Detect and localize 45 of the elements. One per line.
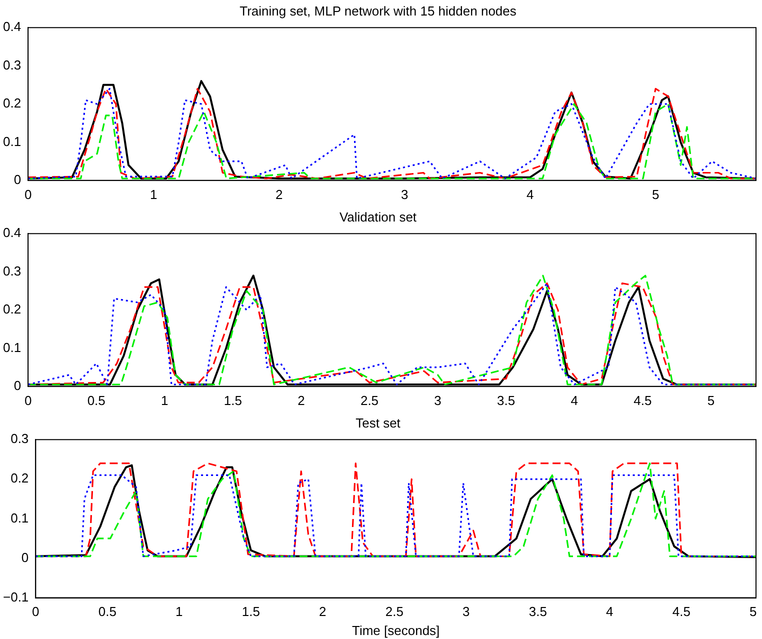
x-tick-label: 3 [434, 392, 442, 408]
y-tick-label: 0 [14, 172, 22, 187]
x-tick-label: 1.5 [224, 392, 242, 408]
x-tick-label: 4.5 [672, 604, 690, 620]
x-tick-label: 4 [606, 604, 614, 620]
x-axis-title: Time [seconds] [352, 622, 440, 638]
chart-title: Test set [356, 415, 401, 430]
x-tick-label: 0.5 [87, 392, 106, 408]
x-tick-label: 4 [526, 186, 534, 202]
y-tick-label: 0 [21, 550, 29, 565]
y-tick-label: 0.2 [2, 96, 22, 111]
x-tick-label: 2.5 [385, 604, 404, 620]
y-tick-label: 0.4 [2, 19, 22, 34]
y-tick-label: 0.4 [2, 225, 22, 240]
x-tick-label: 3.5 [528, 604, 547, 620]
y-tick-label: 0.3 [2, 57, 22, 72]
x-tick-label: 0 [32, 604, 40, 620]
x-tick-label: 4.5 [634, 392, 652, 408]
y-tick-label: 0.1 [10, 510, 29, 526]
x-tick-label: 0.5 [98, 604, 116, 620]
chart-title: Validation set [339, 209, 417, 224]
x-tick-label: 2 [319, 604, 326, 620]
y-tick-label: 0.3 [10, 431, 29, 446]
x-tick-label: 5 [750, 604, 757, 620]
x-tick-label: 2 [275, 186, 283, 202]
x-tick-label: 2 [298, 392, 305, 408]
x-tick-label: 5 [652, 186, 660, 202]
x-tick-label: 3.5 [497, 392, 516, 408]
y-tick-label: 0.2 [10, 470, 29, 486]
y-tick-label: −0.1 [2, 589, 29, 604]
y-tick-label: 0.1 [2, 340, 22, 355]
y-tick-label: 0.3 [2, 263, 22, 278]
x-tick-label: 2.5 [360, 392, 379, 408]
y-tick-label: 0.2 [2, 302, 22, 317]
x-tick-label: 1 [161, 392, 168, 408]
y-tick-label: 0 [14, 378, 22, 393]
x-tick-label: 1.5 [242, 604, 260, 620]
x-tick-label: 1 [150, 186, 158, 202]
x-tick-label: 4 [570, 392, 578, 408]
chart-title: Training set, MLP network with 15 hidden nodes [240, 3, 517, 18]
x-tick-label: 5 [707, 392, 715, 408]
x-tick-label: 1 [176, 604, 183, 620]
y-tick-label: 0.1 [2, 134, 22, 149]
x-tick-label: 3 [462, 604, 470, 620]
x-tick-label: 3 [400, 186, 408, 202]
